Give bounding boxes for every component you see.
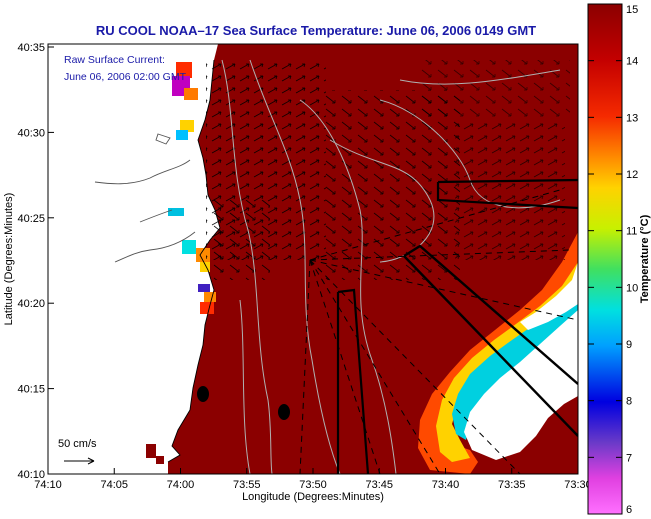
- cloud-nodata-region-2: [520, 262, 578, 330]
- y-axis: 40:35 40:30 40:25 40:20 40:15 40:10: [17, 42, 54, 481]
- colorbar-tick-label: 7: [626, 452, 632, 464]
- station-marker: [197, 386, 209, 402]
- x-tick-label: 73:50: [299, 479, 327, 491]
- y-tick-label: 40:30: [17, 127, 45, 139]
- x-tick-label: 73:35: [498, 479, 526, 491]
- x-tick-label: 74:00: [167, 479, 195, 491]
- bathymetry-contours: [221, 59, 561, 474]
- colorbar-tick-label: 11: [626, 226, 637, 238]
- map-title: RU COOL NOAA–17 Sea Surface Temperature:…: [96, 23, 536, 38]
- y-tick-label: 40:10: [17, 469, 45, 481]
- colorbar-tick-label: 14: [626, 56, 638, 68]
- colorbar-tick-label: 10: [626, 282, 638, 294]
- coastline: [94, 59, 221, 463]
- small-land-fragments: [146, 444, 164, 464]
- y-tick-label: 40:15: [17, 384, 45, 396]
- colorbar-tick-label: 15: [626, 4, 638, 16]
- x-tick-label: 73:40: [432, 479, 460, 491]
- colorbar: 15 14 13 12 11 10 9 8 7 6 Temperature (°C): [587, 3, 651, 516]
- colorbar-tick-label: 12: [626, 169, 638, 181]
- y-tick-label: 40:35: [17, 42, 45, 54]
- x-tick-label: 74:10: [34, 479, 62, 491]
- scale-vector-label: 50 cm/s: [58, 438, 97, 450]
- offshore-front-cyan: [452, 286, 578, 440]
- colorbar-tick-label: 6: [626, 504, 632, 516]
- x-tick-label: 73:30: [564, 479, 592, 491]
- surface-current-vectors: [206, 60, 570, 280]
- colorbar-tick-label: 9: [626, 339, 632, 351]
- y-tick-label: 40:20: [17, 298, 45, 310]
- x-axis: 74:10 74:05 74:00 73:55 73:50 73:45 73:40 73:35…: [34, 468, 592, 491]
- map-panel: Raw Surface Current: June 06, 2006 02:00…: [48, 44, 578, 474]
- inset-label-time: June 06, 2006 02:00 GMT: [64, 71, 187, 83]
- x-tick-label: 73:45: [365, 479, 393, 491]
- x-tick-label: 73:55: [233, 479, 261, 491]
- inset-label-title: Raw Surface Current:: [64, 54, 165, 66]
- x-tick-label: 74:05: [100, 479, 128, 491]
- y-tick-label: 40:25: [17, 213, 45, 225]
- cloud-nodata-region: [464, 310, 578, 460]
- scale-vector-arrow: [64, 457, 95, 465]
- radar-sector-lines: [299, 178, 578, 474]
- colorbar-tick-label: 13: [626, 112, 638, 124]
- x-axis-label: Longitude (Degrees:Minutes): [242, 491, 384, 503]
- y-axis-label: Latitude (Degrees:Minutes): [3, 193, 15, 326]
- colorbar-label: Temperature (°C): [639, 214, 651, 303]
- colorbar-gradient: [587, 3, 623, 515]
- colorbar-ticks: 15 14 13 12 11 10 9 8 7 6: [588, 3, 638, 516]
- colorbar-tick-label: 8: [626, 396, 632, 408]
- station-marker: [278, 404, 290, 420]
- nearshore-temperature-patches: [168, 62, 216, 314]
